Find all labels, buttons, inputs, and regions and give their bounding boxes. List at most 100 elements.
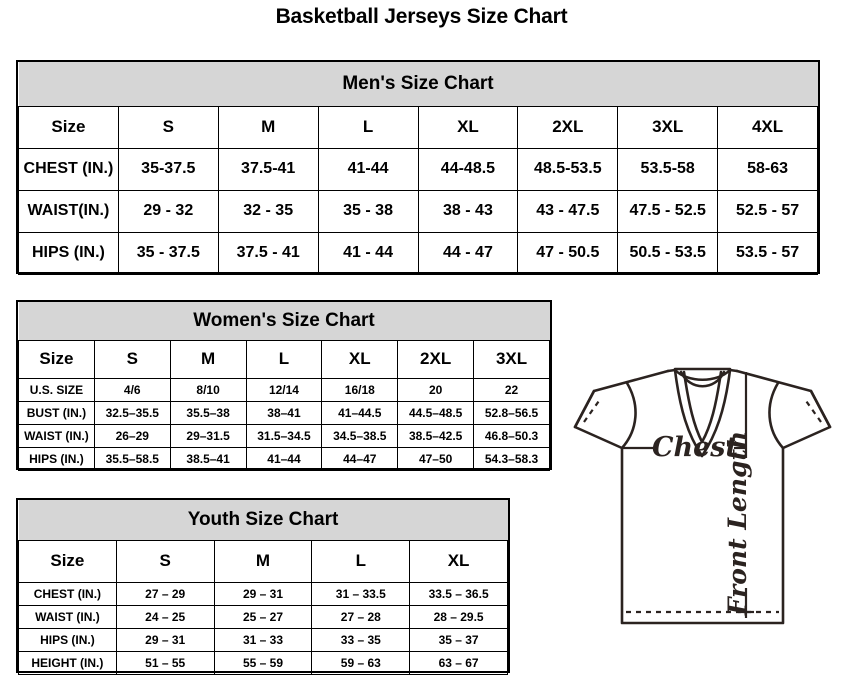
column-header-l: L xyxy=(245,339,323,379)
table-cell: 51 – 55 xyxy=(115,650,215,675)
table-cell: 35 - 38 xyxy=(317,189,419,233)
table-row: WAIST (IN.) 24 – 25 25 – 27 27 – 28 28 –… xyxy=(18,604,508,629)
column-header-xl: XL xyxy=(321,339,399,379)
chest-label: Chest xyxy=(652,432,738,463)
womens-size-table: Women's Size Chart Size S M L XL 2XL 3XL… xyxy=(18,302,550,471)
table-cell: 38.5–42.5 xyxy=(397,423,475,448)
table-cell: 31 – 33 xyxy=(213,627,313,652)
column-header-s: S xyxy=(115,539,215,583)
womens-chart-caption: Women's Size Chart xyxy=(18,302,550,341)
row-label: CHEST (IN.) xyxy=(18,581,117,606)
mens-chart-caption: Men's Size Chart xyxy=(18,62,818,107)
column-header-m: M xyxy=(169,339,247,379)
youth-chart-caption: Youth Size Chart xyxy=(18,500,508,541)
youth-size-table: Youth Size Chart Size S M L XL CHEST (IN… xyxy=(18,500,508,675)
mens-size-chart: Men's Size Chart Size S M L XL 2XL 3XL 4… xyxy=(16,60,820,275)
jersey-vneck-inner xyxy=(682,370,723,444)
table-row: HIPS (IN.) 29 – 31 31 – 33 33 – 35 35 – … xyxy=(18,627,508,652)
table-cell: 25 – 27 xyxy=(213,604,313,629)
table-cell: 4/6 xyxy=(93,377,171,402)
table-cell: 32 - 35 xyxy=(217,189,319,233)
table-cell: 44–47 xyxy=(321,446,399,471)
table-cell: 24 – 25 xyxy=(115,604,215,629)
table-cell: 52.5 - 57 xyxy=(717,189,818,233)
table-cell: 29 – 31 xyxy=(213,581,313,606)
jersey-left-cuff-edge xyxy=(573,389,596,429)
column-header-row: Size S M L XL 2XL 3XL xyxy=(18,339,550,379)
table-cell: 44.5–48.5 xyxy=(397,400,475,425)
caption-row: Women's Size Chart xyxy=(18,302,550,341)
jersey-collar-top-curve xyxy=(673,368,732,381)
table-cell: 48.5-53.5 xyxy=(517,147,619,191)
table-cell: 44 - 47 xyxy=(417,231,519,275)
table-row: WAIST (IN.) 26–29 29–31.5 31.5–34.5 34.5… xyxy=(18,423,550,448)
table-cell: 27 – 29 xyxy=(115,581,215,606)
jersey-right-armhole xyxy=(768,381,785,450)
womens-size-chart: Women's Size Chart Size S M L XL 2XL 3XL… xyxy=(16,300,552,471)
jersey-left-armhole xyxy=(620,381,637,450)
table-row: HIPS (IN.) 35.5–58.5 38.5–41 41–44 44–47… xyxy=(18,446,550,471)
table-cell: 41 - 44 xyxy=(317,231,419,275)
table-cell: 41–44.5 xyxy=(321,400,399,425)
table-cell: 31.5–34.5 xyxy=(245,423,323,448)
table-cell: 35 – 37 xyxy=(409,627,508,652)
row-label: BUST (IN.) xyxy=(18,400,95,425)
row-label: HEIGHT (IN.) xyxy=(18,650,117,675)
column-header-2xl: 2XL xyxy=(517,105,619,149)
table-cell: 59 – 63 xyxy=(311,650,411,675)
table-cell: 41–44 xyxy=(245,446,323,471)
caption-row: Men's Size Chart xyxy=(18,62,818,107)
table-cell: 29–31.5 xyxy=(169,423,247,448)
table-cell: 22 xyxy=(473,377,550,402)
row-label: CHEST (IN.) xyxy=(18,147,119,191)
table-cell: 28 – 29.5 xyxy=(409,604,508,629)
table-cell: 27 – 28 xyxy=(311,604,411,629)
table-row: HEIGHT (IN.) 51 – 55 55 – 59 59 – 63 63 … xyxy=(18,650,508,675)
column-header-2xl: 2XL xyxy=(397,339,475,379)
column-header-l: L xyxy=(311,539,411,583)
row-label: WAIST(IN.) xyxy=(18,189,119,233)
table-cell: 58-63 xyxy=(717,147,818,191)
table-cell: 38.5–41 xyxy=(169,446,247,471)
column-header-m: M xyxy=(213,539,313,583)
table-cell: 20 xyxy=(397,377,475,402)
youth-size-chart: Youth Size Chart Size S M L XL CHEST (IN… xyxy=(16,498,510,675)
table-cell: 33.5 – 36.5 xyxy=(409,581,508,606)
column-header-s: S xyxy=(117,105,219,149)
table-cell: 63 – 67 xyxy=(409,650,508,675)
table-cell: 16/18 xyxy=(321,377,399,402)
table-cell: 8/10 xyxy=(169,377,247,402)
table-cell: 54.3–58.3 xyxy=(473,446,550,471)
column-header-row: Size S M L XL xyxy=(18,539,508,583)
table-cell: 32.5–35.5 xyxy=(93,400,171,425)
page-title: Basketball Jerseys Size Chart xyxy=(275,5,568,28)
table-row: HIPS (IN.) 35 - 37.5 37.5 - 41 41 - 44 4… xyxy=(18,231,818,275)
table-cell: 53.5-58 xyxy=(617,147,719,191)
table-cell: 34.5–38.5 xyxy=(321,423,399,448)
table-cell: 46.8–50.3 xyxy=(473,423,550,448)
table-cell: 44-48.5 xyxy=(417,147,519,191)
table-cell: 37.5-41 xyxy=(217,147,319,191)
column-header-size: Size xyxy=(18,539,117,583)
column-header-size: Size xyxy=(18,339,95,379)
table-cell: 12/14 xyxy=(245,377,323,402)
column-header-size: Size xyxy=(18,105,119,149)
table-cell: 29 – 31 xyxy=(115,627,215,652)
table-cell: 50.5 - 53.5 xyxy=(617,231,719,275)
table-cell: 47 - 50.5 xyxy=(517,231,619,275)
mens-size-table: Men's Size Chart Size S M L XL 2XL 3XL 4… xyxy=(18,62,818,275)
jersey-collar-second-curve xyxy=(679,370,726,388)
table-row: U.S. SIZE 4/6 8/10 12/14 16/18 20 22 xyxy=(18,377,550,402)
table-cell: 38–41 xyxy=(245,400,323,425)
table-row: BUST (IN.) 32.5–35.5 35.5–38 38–41 41–44… xyxy=(18,400,550,425)
table-cell: 47–50 xyxy=(397,446,475,471)
column-header-s: S xyxy=(93,339,171,379)
table-cell: 52.8–56.5 xyxy=(473,400,550,425)
row-label: U.S. SIZE xyxy=(18,377,95,402)
column-header-m: M xyxy=(217,105,319,149)
column-header-xl: XL xyxy=(417,105,519,149)
table-cell: 31 – 33.5 xyxy=(311,581,411,606)
table-row: WAIST(IN.) 29 - 32 32 - 35 35 - 38 38 - … xyxy=(18,189,818,233)
table-cell: 47.5 - 52.5 xyxy=(617,189,719,233)
table-cell: 37.5 - 41 xyxy=(217,231,319,275)
